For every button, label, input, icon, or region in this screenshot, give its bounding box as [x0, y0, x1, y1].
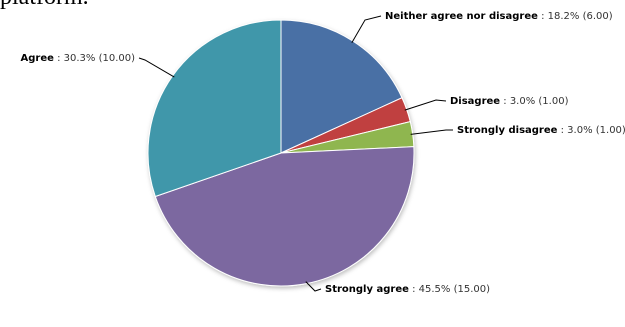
slice-label: Agree : 30.3% (10.00)	[20, 53, 135, 64]
slice-label-value: : 3.0% (1.00)	[500, 96, 568, 107]
leader-line	[138, 57, 175, 78]
slice-label: Strongly disagree : 3.0% (1.00)	[457, 125, 625, 136]
slice-label-category: Neither agree nor disagree	[385, 11, 538, 22]
slice-label-value: : 3.0% (1.00)	[557, 125, 625, 136]
truncated-header-text: platform.	[0, 0, 89, 10]
leader-line	[305, 281, 322, 292]
slice-label: Neither agree nor disagree : 18.2% (6.00…	[385, 11, 613, 22]
slice-label-category: Agree	[20, 53, 54, 64]
leader-line	[404, 99, 447, 111]
slice-label-value: : 18.2% (6.00)	[538, 11, 613, 22]
leader-lines	[138, 15, 453, 292]
slice-label-category: Strongly disagree	[457, 125, 558, 136]
slice-label: Strongly agree : 45.5% (15.00)	[325, 284, 490, 295]
slice-label-value: : 30.3% (10.00)	[54, 53, 135, 64]
leader-line	[410, 129, 453, 135]
pie-slices	[147, 19, 415, 287]
leader-line	[351, 15, 382, 44]
slice-label-category: Disagree	[450, 96, 500, 107]
slice-label-category: Strongly agree	[325, 284, 409, 295]
slice-labels: Neither agree nor disagree : 18.2% (6.00…	[20, 11, 625, 295]
pie-slice-strongly-agree[interactable]	[154, 146, 415, 287]
slice-label-value: : 45.5% (15.00)	[409, 284, 490, 295]
slice-label: Disagree : 3.0% (1.00)	[450, 96, 569, 107]
